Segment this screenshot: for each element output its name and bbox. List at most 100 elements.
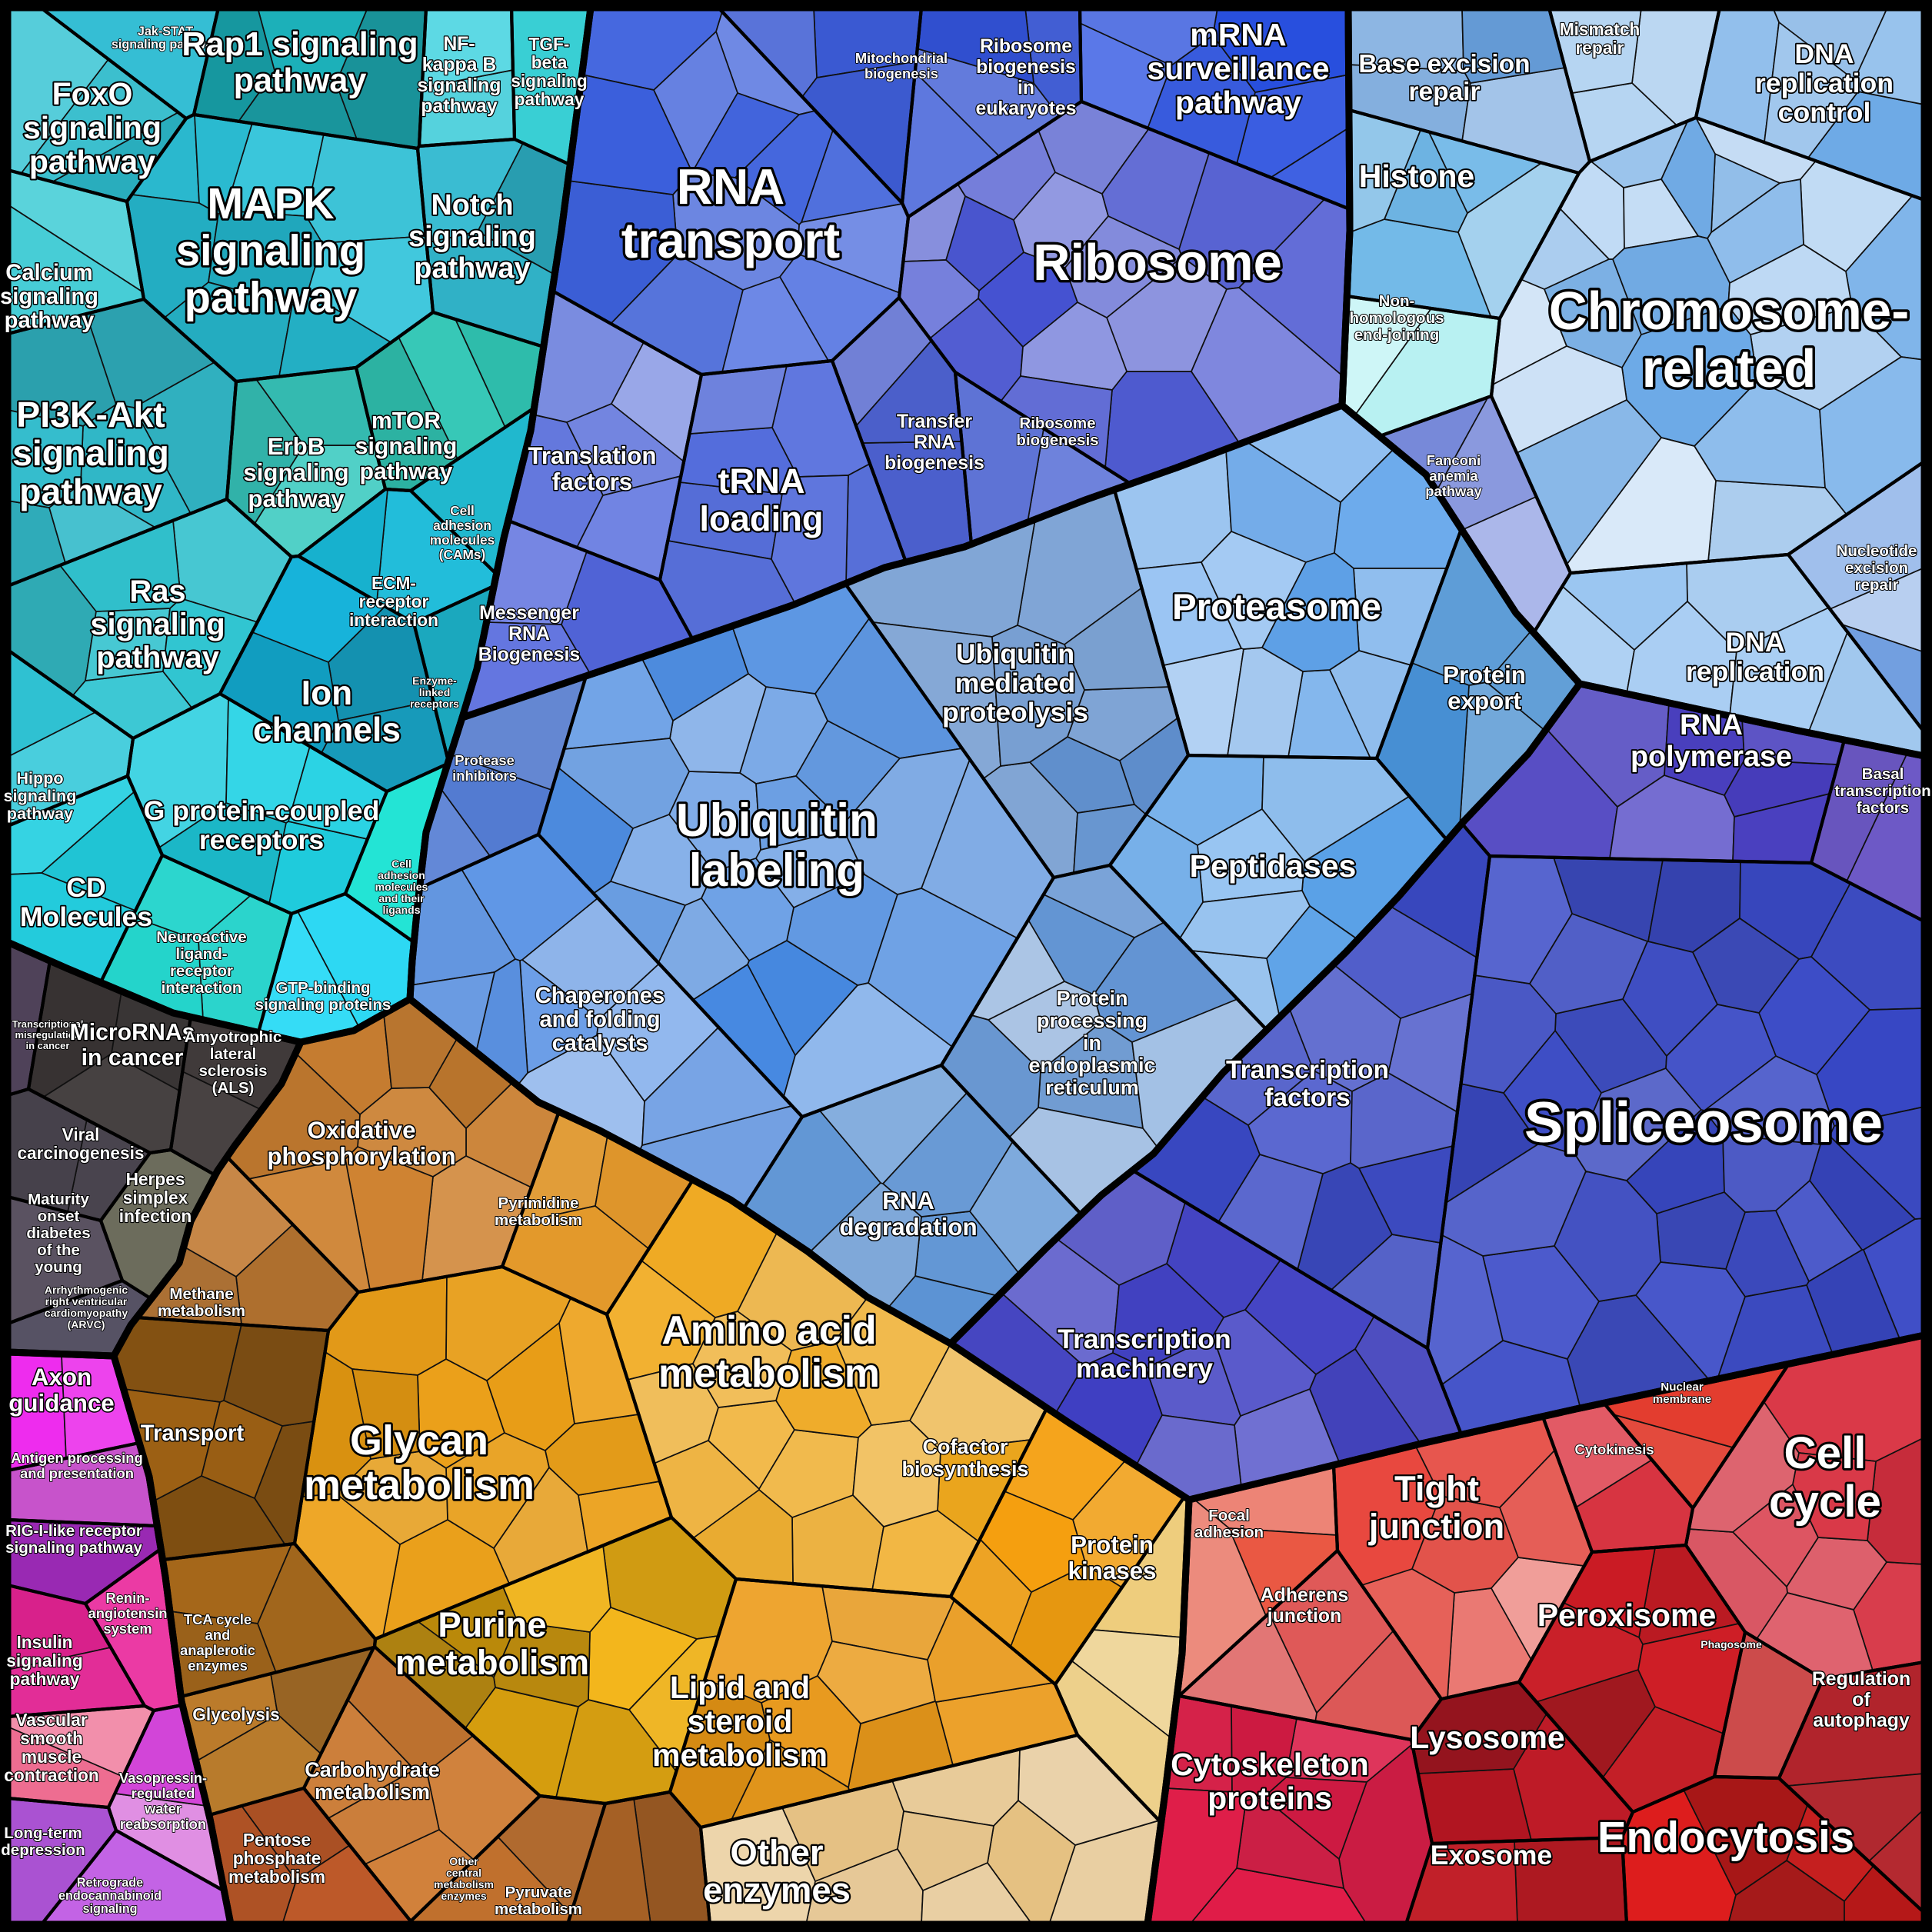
svg-text:Peroxisome: Peroxisome	[1537, 1597, 1717, 1633]
svg-text:Ribosome: Ribosome	[1033, 234, 1282, 291]
svg-text:Proteasome: Proteasome	[1172, 587, 1381, 628]
svg-text:Peptidases: Peptidases	[1190, 848, 1357, 884]
svg-text:Exosome: Exosome	[1431, 1840, 1552, 1870]
svg-text:Endocytosis: Endocytosis	[1597, 1813, 1854, 1861]
svg-text:Chromosome-related: Chromosome-related	[1549, 281, 1909, 398]
svg-text:Lysosome: Lysosome	[1410, 1720, 1564, 1755]
svg-text:Cytokinesis: Cytokinesis	[1574, 1441, 1654, 1457]
svg-text:Transport: Transport	[141, 1421, 245, 1446]
svg-text:Glycolysis: Glycolysis	[192, 1704, 279, 1724]
svg-text:Phagosome: Phagosome	[1700, 1638, 1762, 1651]
svg-text:Histone: Histone	[1359, 158, 1474, 194]
